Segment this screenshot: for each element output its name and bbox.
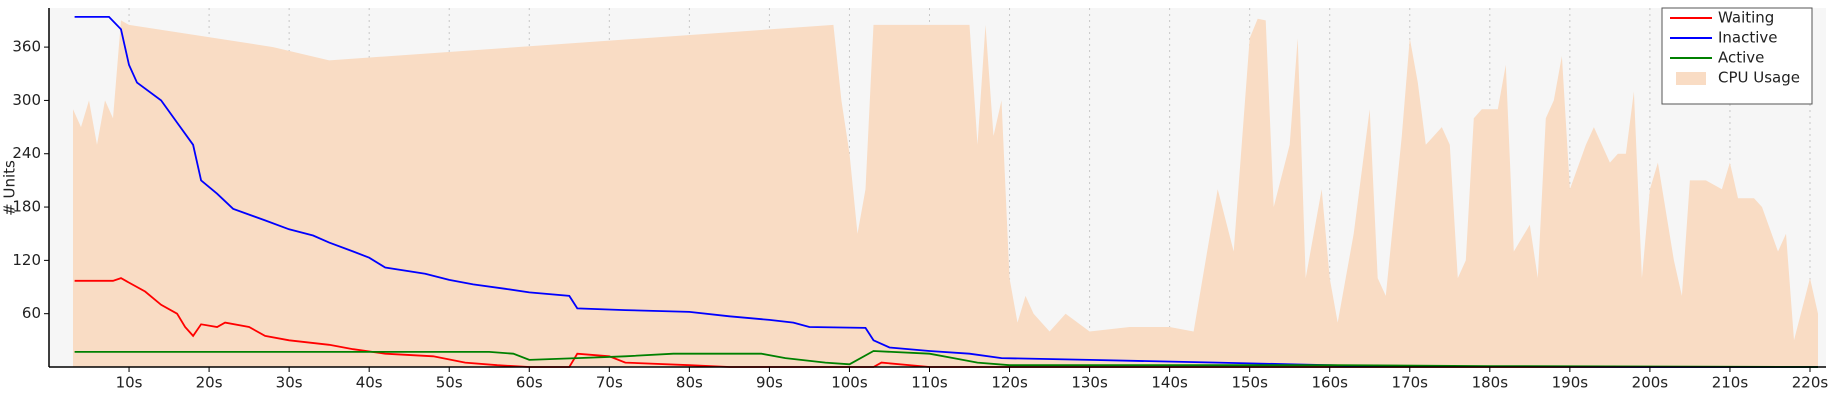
legend-label: Active	[1718, 49, 1764, 67]
legend-label: CPU Usage	[1718, 69, 1800, 87]
legend-box	[1661, 7, 1813, 105]
x-tick-label: 210s	[1712, 374, 1749, 392]
x-tick-label: 120s	[991, 374, 1028, 392]
y-axis-label: # Units	[1, 160, 19, 216]
series-line	[74, 350, 1819, 368]
x-tick-label: 70s	[596, 374, 623, 392]
x-tick-label: 10s	[116, 374, 143, 392]
legend-label: Inactive	[1718, 29, 1778, 47]
legend-label: Waiting	[1718, 9, 1774, 27]
x-tick-label: 220s	[1792, 374, 1829, 392]
x-tick-label: 200s	[1632, 374, 1669, 392]
x-tick-label: 110s	[911, 374, 948, 392]
x-tick-label: 140s	[1151, 374, 1188, 392]
cpu-area	[73, 18, 1818, 367]
x-tick-label: 100s	[831, 374, 868, 392]
x-tick-label: 30s	[276, 374, 303, 392]
y-tick-label: 360	[12, 38, 41, 56]
x-tick-label: 50s	[436, 374, 463, 392]
series-line	[74, 277, 1818, 368]
y-tick-label: 120	[12, 251, 41, 269]
y-tick-label: 180	[12, 198, 41, 216]
x-tick-label: 80s	[676, 374, 703, 392]
y-tick-label: 60	[22, 304, 41, 322]
marks	[73, 15, 1819, 368]
y-tick-label: 240	[12, 144, 41, 162]
y-tick-label: 300	[12, 91, 41, 109]
x-tick-label: 190s	[1552, 374, 1589, 392]
x-tick-label: 170s	[1392, 374, 1429, 392]
legend-swatch	[1676, 72, 1706, 85]
x-tick-label: 150s	[1231, 374, 1268, 392]
x-tick-label: 40s	[356, 374, 383, 392]
x-tick-label: 90s	[756, 374, 783, 392]
x-tick-label: 160s	[1311, 374, 1348, 392]
series-line	[74, 15, 1818, 368]
x-tick-label: 20s	[196, 374, 223, 392]
x-tick-label: 130s	[1071, 374, 1108, 392]
legend: Waiting Inactive Active CPU Usage	[1661, 7, 1813, 105]
x-tick-label: 60s	[516, 374, 543, 392]
x-tick-label: 180s	[1472, 374, 1509, 392]
